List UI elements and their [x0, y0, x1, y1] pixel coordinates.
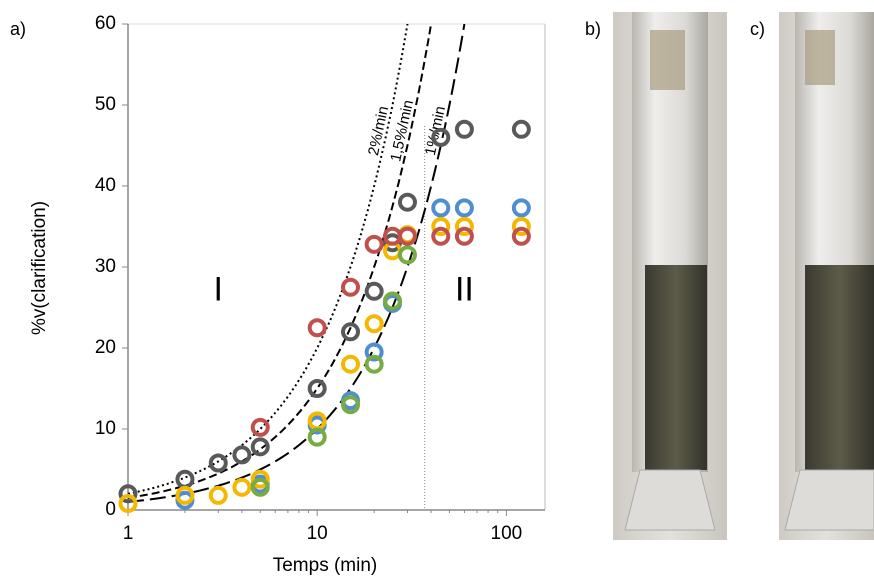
panel-label: c): [750, 19, 765, 39]
data-point: [118, 484, 138, 504]
data-point: [307, 427, 327, 447]
rate-curve: [127, 23, 409, 495]
data-point: [511, 119, 531, 139]
data-point: [431, 198, 451, 218]
y-tick-label: 20: [95, 337, 116, 358]
data-point: [511, 226, 531, 246]
data-point: [382, 233, 402, 253]
data-point: [250, 437, 270, 457]
data-point: [431, 226, 451, 246]
x-axis-label: Temps (min): [273, 555, 378, 576]
data-point: [118, 494, 138, 514]
data-point: [454, 198, 474, 218]
data-point: [175, 469, 195, 489]
photo-c: [779, 12, 874, 540]
data-point: [208, 453, 228, 473]
y-axis-label: %v(clarification): [29, 201, 50, 335]
data-point: [341, 322, 361, 342]
data-point: [364, 281, 384, 301]
data-point: [511, 198, 531, 218]
y-tick-label: 10: [95, 418, 116, 439]
data-point: [208, 485, 228, 505]
region-label: II: [455, 270, 474, 308]
y-tick-label: 60: [95, 13, 116, 34]
data-point: [382, 291, 402, 311]
curve-label: 2%/min: [365, 105, 392, 157]
data-point: [397, 245, 417, 265]
y-tick-label: 50: [95, 94, 116, 115]
data-point: [454, 226, 474, 246]
y-tick-label: 40: [95, 175, 116, 196]
data-point: [364, 234, 384, 254]
data-point: [431, 127, 451, 147]
x-tick-label: 1: [123, 523, 134, 544]
data-point: [511, 217, 531, 236]
data-point: [307, 379, 327, 398]
panel-label: a): [10, 19, 26, 39]
data-point: [454, 119, 474, 139]
x-tick-label: 10: [307, 523, 328, 544]
data-point: [232, 477, 252, 497]
data-point: [341, 277, 361, 297]
photo-b: [613, 12, 727, 540]
y-tick-label: 30: [95, 256, 116, 277]
data-point: [341, 395, 361, 415]
data-point: [364, 342, 384, 362]
data-point: [364, 354, 384, 374]
data-point: [397, 226, 417, 246]
data-point: [431, 217, 451, 236]
y-tick-label: 0: [105, 499, 116, 520]
data-point: [250, 477, 270, 497]
data-point: [397, 192, 417, 212]
data-point: [175, 485, 195, 505]
data-point: [250, 417, 270, 437]
rate-curve: [127, 23, 466, 503]
data-point: [341, 354, 361, 374]
data-point: [364, 314, 384, 334]
panel-label: b): [585, 19, 601, 39]
data-point: [454, 217, 474, 236]
x-tick-label: 100: [491, 523, 523, 544]
data-point: [307, 318, 327, 338]
region-label: I: [214, 270, 223, 308]
data-point: [232, 445, 252, 465]
data-point: [250, 469, 270, 489]
rate-curve: [127, 23, 433, 499]
